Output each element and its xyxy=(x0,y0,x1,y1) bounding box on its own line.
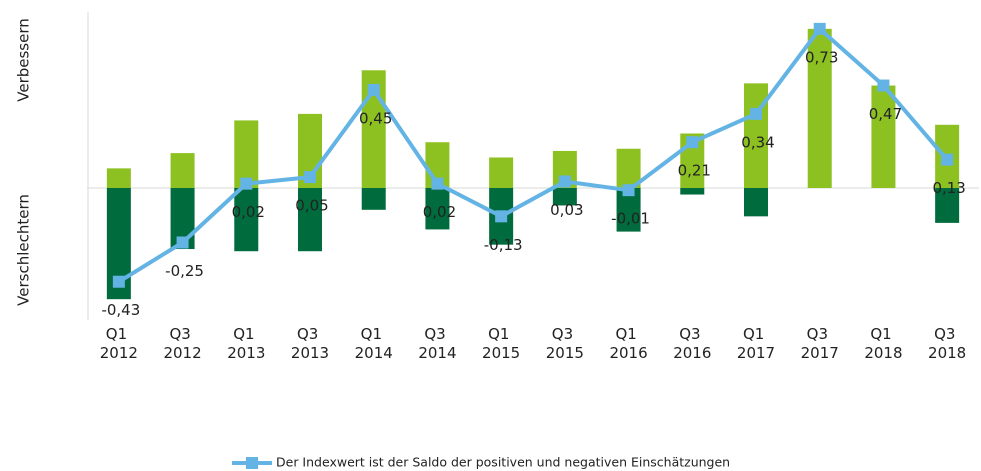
marker xyxy=(686,136,699,149)
line xyxy=(117,26,949,284)
marker xyxy=(112,275,125,288)
x-tick-label: Q1 2018 xyxy=(864,325,902,362)
bar xyxy=(807,28,832,188)
legend-label: Der Indexwert ist der Saldo der positive… xyxy=(276,455,730,470)
marker xyxy=(622,184,635,197)
marker xyxy=(304,171,316,184)
marker xyxy=(240,177,253,190)
bar xyxy=(106,168,131,188)
x-tick-label: Q3 2014 xyxy=(418,325,456,362)
data-label: 0,45 xyxy=(359,109,392,127)
marker xyxy=(176,236,189,249)
legend-marker xyxy=(246,457,258,469)
bar xyxy=(489,157,514,188)
x-tick-label: Q1 2013 xyxy=(227,325,265,362)
data-label: 0,02 xyxy=(423,203,456,221)
marker xyxy=(941,153,954,166)
data-label: 0,21 xyxy=(678,162,711,180)
bar xyxy=(298,188,322,252)
marker xyxy=(431,177,444,190)
marker xyxy=(367,83,380,96)
data-label: 0,34 xyxy=(741,133,774,151)
y-label-bottom: Verschlechtern xyxy=(15,194,33,306)
bar xyxy=(744,188,768,217)
bar xyxy=(234,188,259,252)
data-label: 0,02 xyxy=(232,203,265,221)
bar xyxy=(234,120,259,188)
x-tick-label: Q1 2015 xyxy=(482,325,520,362)
marker xyxy=(750,107,762,120)
x-tick-label: Q1 2016 xyxy=(609,325,647,362)
bar xyxy=(170,153,195,188)
marker xyxy=(813,22,826,35)
marker xyxy=(558,175,571,188)
data-label: 0,47 xyxy=(869,105,902,123)
bar xyxy=(871,85,896,188)
data-label: 0,03 xyxy=(550,201,583,219)
bar xyxy=(552,188,577,206)
data-label: 0,73 xyxy=(805,48,838,66)
x-tick-label: Q3 2015 xyxy=(546,325,584,362)
bar xyxy=(680,188,705,195)
marker xyxy=(877,79,890,92)
bar xyxy=(935,188,960,223)
x-tick-label: Q1 2017 xyxy=(737,325,775,362)
x-tick-label: Q3 2017 xyxy=(801,325,839,362)
x-tick-label: Q1 2012 xyxy=(100,325,138,362)
bar xyxy=(616,148,641,188)
data-label: -0,25 xyxy=(165,262,204,280)
bar xyxy=(361,188,386,210)
x-tick-label: Q3 2016 xyxy=(673,325,711,362)
marker xyxy=(495,210,508,223)
y-label-top: Verbessern xyxy=(15,18,33,102)
data-label: -0,13 xyxy=(484,236,523,254)
x-tick-label: Q3 2013 xyxy=(291,325,329,362)
data-label: 0,05 xyxy=(295,197,328,215)
data-label: -0,01 xyxy=(611,210,650,228)
data-label: -0,43 xyxy=(101,301,140,319)
x-tick-label: Q1 2014 xyxy=(355,325,393,362)
x-tick-label: Q3 2012 xyxy=(163,325,201,362)
x-tick-label: Q3 2018 xyxy=(928,325,966,362)
data-label: 0,13 xyxy=(932,179,965,197)
bar xyxy=(425,188,450,230)
